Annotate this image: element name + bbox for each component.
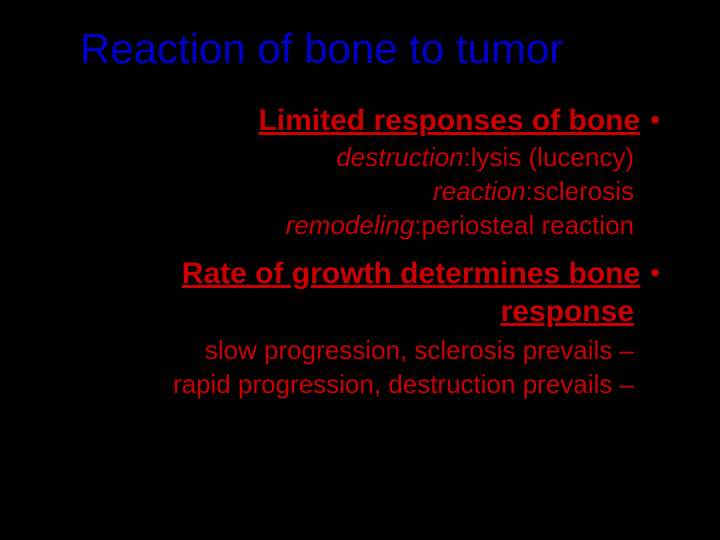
section1-line3-italic: remodeling (286, 210, 415, 240)
section2-line1: slow progression, sclerosis prevails – (60, 334, 660, 368)
section1-line1-rest: :lysis (lucency) (464, 142, 634, 172)
bullet-icon: • (650, 256, 660, 290)
section1-line1: destruction:lysis (lucency) (60, 141, 660, 175)
bullet-icon: • (650, 103, 660, 137)
slide-content: Limited responses of bone • destruction:… (60, 103, 660, 402)
slide-container: Reaction of bone to tumor Limited respon… (0, 0, 720, 540)
section1-line3-rest: :periosteal reaction (414, 210, 634, 240)
section1-header: Limited responses of bone (258, 103, 640, 139)
section2-header-line2: response (60, 294, 660, 330)
section2-line1-text: slow progression, sclerosis prevails (205, 335, 612, 365)
slide-title: Reaction of bone to tumor (80, 25, 660, 73)
section1-line2-rest: :sclerosis (526, 176, 634, 206)
dash-icon: – (620, 369, 634, 399)
section1-line2-italic: reaction (433, 176, 526, 206)
section2-header-row: Rate of growth determines bone • (60, 256, 660, 292)
section2-header-line1: Rate of growth determines bone (182, 256, 640, 292)
dash-icon: – (620, 335, 634, 365)
section2-line2-text: rapid progression, destruction prevails (173, 369, 612, 399)
section2-line2: rapid progression, destruction prevails … (60, 368, 660, 402)
section1-line3: remodeling:periosteal reaction (60, 209, 660, 243)
section1-line1-italic: destruction (336, 142, 463, 172)
section1-line2: reaction:sclerosis (60, 175, 660, 209)
section1-header-row: Limited responses of bone • (60, 103, 660, 139)
